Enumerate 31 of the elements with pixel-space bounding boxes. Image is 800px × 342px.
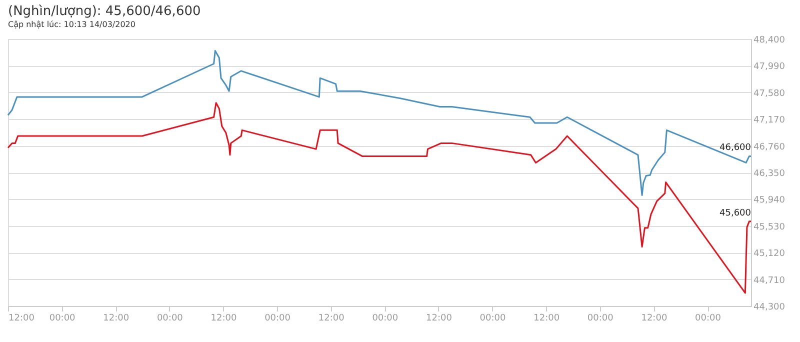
x-tick-label: 12:00 bbox=[8, 314, 35, 324]
chart-title: (Nghìn/lượng): 45,600/46,600 bbox=[8, 4, 201, 19]
x-tick-label: 00:00 bbox=[49, 314, 76, 324]
x-tick-label: 12:00 bbox=[210, 314, 237, 324]
y-tick-label: 47,580 bbox=[754, 88, 786, 99]
y-tick-label: 47,990 bbox=[754, 62, 786, 72]
y-tick-label: 45,120 bbox=[754, 249, 786, 260]
y-tick-label: 45,530 bbox=[754, 222, 786, 232]
annotation: 46,600 bbox=[720, 143, 752, 154]
x-tick-label: 00:00 bbox=[156, 314, 184, 324]
y-tick-label: 46,350 bbox=[754, 169, 786, 179]
y-tick-label: 44,300 bbox=[754, 302, 786, 312]
y-tick-label: 46,760 bbox=[754, 142, 786, 152]
y-tick-label: 45,940 bbox=[754, 196, 786, 206]
y-tick-label: 47,170 bbox=[754, 116, 786, 126]
x-tick-label: 00:00 bbox=[480, 314, 506, 324]
x-tick-label: 00:00 bbox=[264, 314, 291, 324]
y-tick-label: 44,710 bbox=[754, 276, 786, 286]
x-tick-label: 12:00 bbox=[534, 314, 560, 324]
x-tick-label: 00:00 bbox=[372, 314, 398, 324]
x-tick-label: 12:00 bbox=[426, 314, 452, 324]
annotation: 45,600 bbox=[720, 208, 752, 218]
chart-subtitle: Cập nhật lúc: 10:13 14/03/2020 bbox=[8, 20, 136, 29]
y-tick-label: 48,400 bbox=[754, 36, 786, 46]
x-tick-label: 12:00 bbox=[318, 314, 345, 324]
line-series bbox=[7, 50, 752, 196]
x-tick-label: 00:00 bbox=[695, 314, 722, 324]
x-tick-label: 12:00 bbox=[641, 314, 668, 324]
line-series bbox=[7, 102, 752, 294]
x-tick-label: 00:00 bbox=[587, 314, 614, 324]
x-tick-label: 12:00 bbox=[103, 314, 130, 324]
